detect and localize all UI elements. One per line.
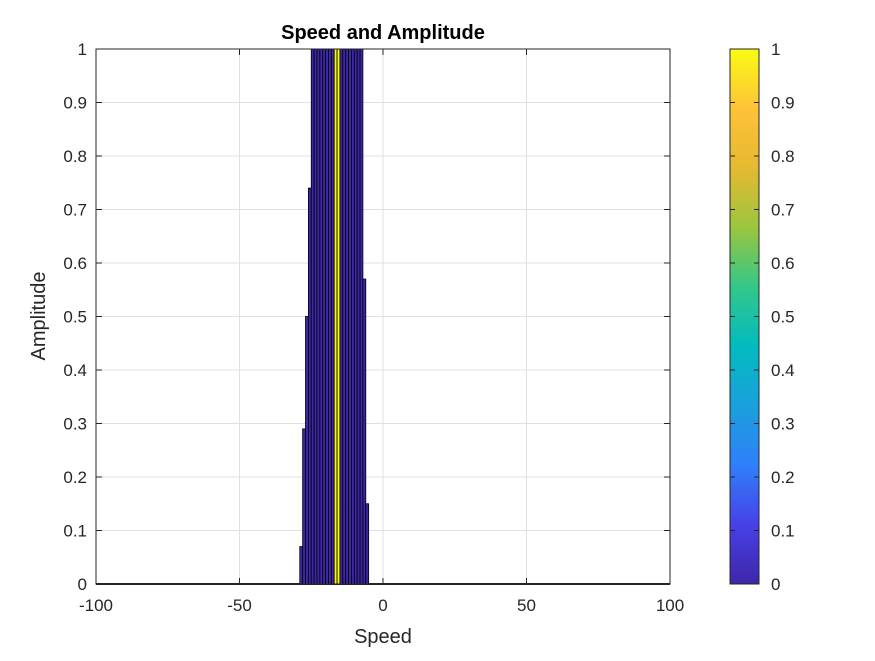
y-tick-label: 0.5 — [63, 308, 87, 327]
x-tick-label: 100 — [656, 596, 684, 615]
bar — [356, 48, 361, 585]
y-tick-label: 1 — [78, 40, 87, 59]
bar — [299, 546, 304, 585]
bar — [307, 187, 312, 585]
grid — [95, 48, 671, 585]
bar — [353, 48, 358, 585]
y-tick-label: 0 — [78, 575, 87, 594]
bar — [316, 48, 321, 585]
bar — [333, 48, 338, 585]
x-tick-label: -100 — [79, 596, 113, 615]
bar — [345, 48, 349, 585]
colorbar-tick-label: 0.4 — [771, 361, 795, 380]
bar — [348, 48, 352, 585]
y-tick-label: 0.1 — [63, 522, 87, 541]
colorbar-tick-label: 0.3 — [771, 415, 795, 434]
bar — [365, 503, 370, 585]
y-tick-label: 0.4 — [63, 361, 87, 380]
x-tick-label: -50 — [227, 596, 252, 615]
colorbar-tick-label: 0.2 — [771, 468, 795, 487]
bar — [330, 48, 335, 585]
colorbar-tick-label: 0.7 — [771, 201, 795, 220]
colorbar-ticks: 0 0.1 0.2 0.3 0.4 0.5 0.6 0.7 0.8 0.9 1 — [730, 40, 795, 594]
y-tick-label: 0.8 — [63, 147, 87, 166]
bar — [342, 48, 347, 585]
colorbar-tick-label: 0.8 — [771, 147, 795, 166]
y-tick-label: 0.2 — [63, 468, 87, 487]
bar — [351, 48, 355, 585]
y-tick-label: 0.9 — [63, 94, 87, 113]
bar — [325, 48, 329, 585]
colorbar-tick-label: 1 — [771, 40, 780, 59]
colorbar-tick-label: 0 — [771, 575, 780, 594]
colorbar-tick-label: 0.1 — [771, 522, 795, 541]
ticks: -100 -50 0 50 100 0 0.1 0.2 0.3 0.4 0.5 0.6 0.7 0.8 0.… — [63, 40, 684, 615]
bar — [310, 48, 315, 585]
colorbar-tick-label: 0.9 — [771, 94, 795, 113]
y-axis-label: Amplitude — [28, 272, 50, 361]
colorbar-tick-label: 0.6 — [771, 254, 795, 273]
bar — [359, 48, 364, 585]
colorbar-tick-label: 0.5 — [771, 308, 795, 327]
y-tick-label: 0.7 — [63, 201, 87, 220]
bar — [322, 48, 327, 585]
bar — [313, 48, 318, 585]
y-tick-label: 0.6 — [63, 254, 87, 273]
bar — [336, 48, 341, 585]
x-tick-label: 50 — [517, 596, 536, 615]
y-tick-label: 0.3 — [63, 415, 87, 434]
bar — [302, 428, 306, 585]
bar — [305, 316, 309, 585]
bar — [319, 48, 324, 585]
x-axis-label: Speed — [354, 626, 412, 648]
chart-title: Speed and Amplitude — [281, 22, 485, 44]
bar — [362, 278, 367, 585]
bar — [328, 48, 332, 585]
bar — [339, 48, 344, 585]
x-tick-label: 0 — [378, 596, 387, 615]
